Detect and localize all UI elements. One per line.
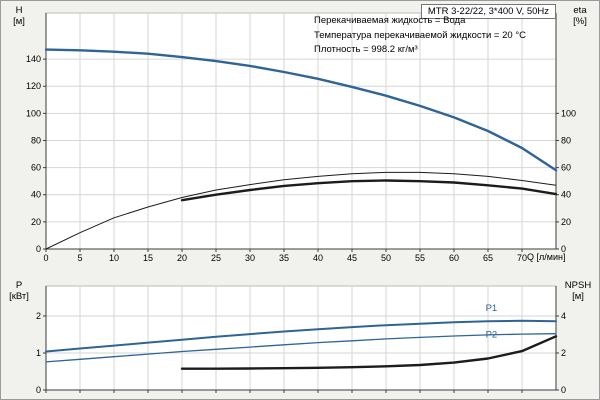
svg-text:25: 25 [211, 253, 221, 263]
svg-text:20: 20 [31, 217, 41, 227]
svg-text:60: 60 [449, 253, 459, 263]
svg-text:P2: P2 [486, 329, 498, 340]
svg-text:1: 1 [36, 348, 41, 358]
svg-text:40: 40 [31, 190, 41, 200]
svg-text:80: 80 [561, 135, 571, 145]
npsh-axis-symbol: NPSH [564, 280, 592, 291]
flow-axis-label: Q [л/мин] [527, 252, 566, 262]
svg-text:55: 55 [415, 253, 425, 263]
svg-text:100: 100 [26, 108, 41, 118]
power-npsh-chart: 0 1 2 0 2 4 P1 P2 [36, 285, 566, 395]
info-line-fluid: Перекачиваемая жидкость = Вода [314, 15, 466, 26]
svg-text:35: 35 [279, 253, 289, 263]
npsh-axis-unit: [м] [572, 291, 584, 302]
svg-text:0: 0 [561, 385, 566, 395]
head-axis-symbol: H [15, 5, 23, 16]
svg-text:60: 60 [31, 163, 41, 173]
svg-text:40: 40 [561, 190, 571, 200]
svg-text:0: 0 [36, 385, 41, 395]
svg-text:15: 15 [143, 253, 153, 263]
svg-text:20: 20 [177, 253, 187, 263]
svg-text:20: 20 [561, 217, 571, 227]
svg-text:80: 80 [31, 135, 41, 145]
power-axis-symbol: P [15, 280, 23, 291]
fluid-info-block: Перекачиваемая жидкость = Вода Температу… [314, 14, 526, 58]
svg-text:5: 5 [77, 253, 82, 263]
power-axis-unit: [кВт] [9, 291, 29, 302]
hq-eta-chart: 0 5 10 15 20 25 30 35 40 45 50 55 60 65 70 0 20 40 60 80 100… [26, 12, 576, 263]
svg-text:10: 10 [109, 253, 119, 263]
svg-text:45: 45 [347, 253, 357, 263]
info-line-temperature: Температура перекачиваемой жидкости = 20… [314, 29, 526, 41]
svg-text:4: 4 [561, 311, 566, 321]
npsh-axis-label: NPSH [м] [558, 280, 598, 302]
svg-text:0: 0 [36, 244, 41, 254]
svg-text:100: 100 [561, 108, 576, 118]
pump-model-title: MTR 3-22/22, 3*400 V, 50Hz [420, 4, 556, 19]
svg-text:120: 120 [26, 81, 41, 91]
svg-text:50: 50 [381, 253, 391, 263]
info-line-density: Плотность = 998.2 кг/м³ [314, 44, 418, 55]
svg-text:P1: P1 [486, 303, 498, 314]
svg-text:0: 0 [561, 244, 566, 254]
svg-text:140: 140 [26, 54, 41, 64]
eta-axis-unit: [%] [573, 16, 587, 27]
svg-text:0: 0 [43, 253, 48, 263]
svg-text:2: 2 [36, 311, 41, 321]
svg-text:30: 30 [245, 253, 255, 263]
head-axis-unit: [м] [13, 16, 25, 27]
svg-text:65: 65 [483, 253, 493, 263]
svg-text:40: 40 [313, 253, 323, 263]
power-axis-label: P [кВт] [4, 280, 34, 302]
head-axis-label: H [м] [4, 5, 34, 27]
svg-text:2: 2 [561, 348, 566, 358]
eta-axis-symbol: eta [573, 5, 587, 16]
eta-axis-label: eta [%] [564, 5, 596, 27]
svg-text:60: 60 [561, 163, 571, 173]
svg-text:70: 70 [517, 253, 527, 263]
